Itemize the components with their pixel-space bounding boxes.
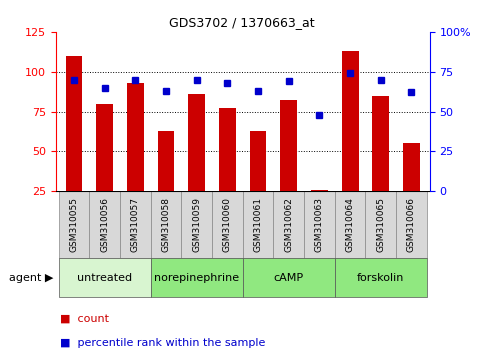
Bar: [280, 101, 297, 231]
Text: GDS3702 / 1370663_at: GDS3702 / 1370663_at: [169, 16, 314, 29]
Bar: [212, 191, 243, 258]
Bar: [311, 189, 328, 231]
Text: agent ▶: agent ▶: [9, 273, 53, 283]
Text: GSM310065: GSM310065: [376, 197, 385, 252]
Bar: [58, 191, 89, 258]
Text: ■  percentile rank within the sample: ■ percentile rank within the sample: [60, 338, 266, 348]
Bar: [341, 51, 358, 231]
Text: GSM310060: GSM310060: [223, 197, 232, 252]
Text: GSM310059: GSM310059: [192, 197, 201, 252]
Bar: [58, 258, 151, 297]
Bar: [127, 83, 144, 231]
Bar: [96, 103, 113, 231]
Bar: [335, 191, 366, 258]
Bar: [151, 258, 243, 297]
Bar: [151, 191, 181, 258]
Text: GSM310063: GSM310063: [315, 197, 324, 252]
Text: GSM310058: GSM310058: [161, 197, 170, 252]
Bar: [243, 191, 273, 258]
Text: norepinephrine: norepinephrine: [154, 273, 239, 283]
Bar: [403, 143, 420, 231]
Bar: [89, 191, 120, 258]
Text: GSM310056: GSM310056: [100, 197, 109, 252]
Text: cAMP: cAMP: [274, 273, 304, 283]
Bar: [366, 191, 396, 258]
Text: GSM310062: GSM310062: [284, 197, 293, 252]
Text: GSM310066: GSM310066: [407, 197, 416, 252]
Bar: [219, 108, 236, 231]
Bar: [396, 191, 427, 258]
Bar: [335, 258, 427, 297]
Text: GSM310055: GSM310055: [70, 197, 78, 252]
Text: GSM310064: GSM310064: [346, 197, 355, 252]
Text: untreated: untreated: [77, 273, 132, 283]
Bar: [188, 94, 205, 231]
Bar: [157, 131, 174, 231]
Bar: [243, 258, 335, 297]
Text: GSM310061: GSM310061: [254, 197, 263, 252]
Bar: [250, 131, 267, 231]
Text: ■  count: ■ count: [60, 314, 109, 324]
Bar: [66, 56, 83, 231]
Text: GSM310057: GSM310057: [131, 197, 140, 252]
Bar: [273, 191, 304, 258]
Bar: [181, 191, 212, 258]
Bar: [304, 191, 335, 258]
Text: forskolin: forskolin: [357, 273, 404, 283]
Bar: [372, 96, 389, 231]
Bar: [120, 191, 151, 258]
